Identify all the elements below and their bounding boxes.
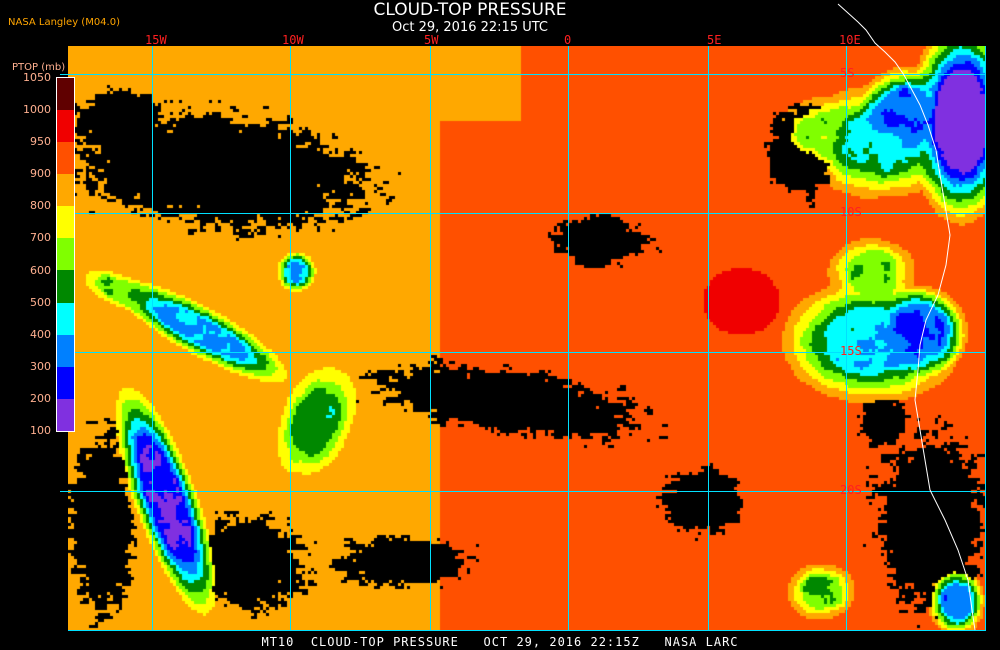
- graticule: [60, 46, 986, 631]
- colorbar-label: 600: [30, 263, 51, 277]
- colorbar-band: [57, 334, 74, 367]
- lon-label-10e: 10E: [839, 33, 861, 47]
- colorbar-band: [57, 78, 74, 111]
- colorbar-label: 200: [30, 391, 51, 405]
- lat-label-5s: 5S: [840, 66, 855, 80]
- colorbar-title: PTOP (mb): [12, 62, 66, 73]
- lat-label-20s: 20S: [840, 483, 862, 497]
- lon-label-0: 0: [564, 33, 572, 47]
- map-title: CLOUD-TOP PRESSURE: [373, 0, 567, 20]
- lon-label-5e: 5E: [707, 33, 722, 47]
- colorbar-label: 1000: [23, 103, 51, 117]
- lat-label-15s: 15S: [840, 344, 862, 358]
- colorbar-band: [57, 366, 74, 399]
- colorbar-label: 800: [30, 199, 51, 213]
- lon-label-10w: 10W: [282, 33, 304, 47]
- colorbar-label: 400: [30, 327, 51, 341]
- cloud-top-pressure-map: [68, 46, 986, 630]
- colorbar-band: [57, 302, 74, 335]
- colorbar-band: [57, 174, 74, 207]
- colorbar-band: [57, 238, 74, 271]
- colorbar: [56, 77, 75, 432]
- colorbar-label: 100: [30, 424, 51, 437]
- colorbar-band: [57, 206, 74, 239]
- colorbar-band: [57, 142, 74, 175]
- map-timestamp: Oct 29, 2016 22:15 UTC: [392, 20, 548, 35]
- colorbar-label: 700: [30, 231, 51, 245]
- coastline: [837, 3, 976, 631]
- colorbar-band: [57, 110, 74, 143]
- colorbar-label: 500: [30, 295, 51, 309]
- colorbar-band: [57, 270, 74, 303]
- lon-label-5w: 5W: [424, 33, 439, 47]
- lon-label-15w: 15W: [145, 33, 167, 47]
- footer-caption: MT10 CLOUD-TOP PRESSURE OCT 29, 2016 22:…: [261, 635, 739, 649]
- colorbar-band: [57, 398, 74, 431]
- credit-label: NASA Langley (M04.0): [8, 17, 120, 28]
- colorbar-label: 950: [30, 135, 51, 149]
- lat-label-10s: 10S: [840, 205, 862, 219]
- colorbar-label: 1050: [23, 71, 51, 84]
- colorbar-label: 300: [30, 359, 51, 373]
- colorbar-label: 900: [30, 167, 51, 181]
